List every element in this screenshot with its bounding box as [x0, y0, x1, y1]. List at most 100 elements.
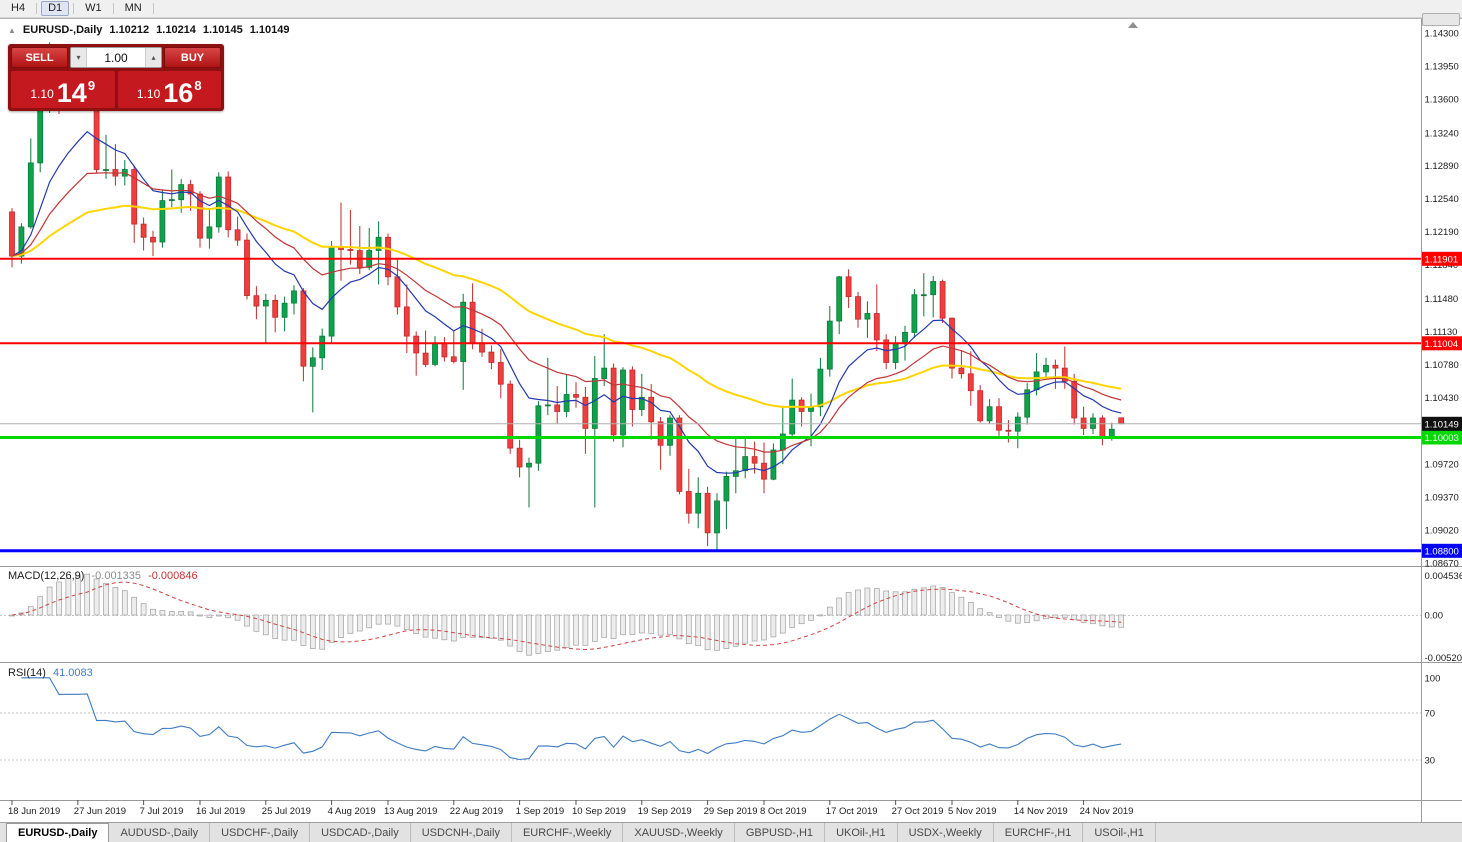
- timeframe-button-w1[interactable]: W1: [78, 1, 109, 16]
- price-axis-label: 1.10780: [1425, 360, 1459, 371]
- macd-histogram-bar: [1071, 614, 1078, 621]
- buy-button[interactable]: BUY: [164, 47, 221, 68]
- timeframe-button-d1[interactable]: D1: [41, 1, 70, 16]
- macd-histogram-bar: [544, 614, 551, 652]
- toolbar-separator: [112, 3, 114, 14]
- candle-body: [902, 331, 908, 345]
- toolbar-separator: [152, 3, 154, 14]
- macd-histogram-bar: [751, 614, 758, 642]
- macd-histogram-bar: [356, 614, 363, 632]
- volume-input[interactable]: [87, 48, 145, 67]
- sell-price-main: 1.10: [30, 87, 54, 101]
- rsi-name: RSI(14): [8, 667, 46, 679]
- sell-price-pips: 14: [56, 78, 87, 108]
- macd-histogram-bar: [225, 614, 232, 619]
- chart-tab-usdcad-daily[interactable]: USDCAD-,Daily: [310, 823, 411, 842]
- price-axis-label: 1.09020: [1425, 526, 1459, 537]
- macd-histogram-bar: [1024, 614, 1031, 623]
- time-axis-label: 22 Aug 2019: [450, 806, 503, 817]
- macd-histogram-bar: [300, 614, 307, 646]
- macd-histogram-bar: [808, 614, 814, 621]
- current-price-badge: [1422, 416, 1462, 431]
- macd-histogram-bar: [450, 614, 457, 642]
- chart-tab-xauusd-weekly[interactable]: XAUUSD-,Weekly: [623, 823, 735, 842]
- macd-histogram-bar: [526, 614, 532, 656]
- candle-body: [638, 396, 645, 410]
- chart-tab-usdchf-daily[interactable]: USDCHF-,Daily: [210, 823, 311, 842]
- level-price-badge-text: 1.10003: [1425, 433, 1459, 444]
- chart-tab-usdcnh-daily[interactable]: USDCNH-,Daily: [411, 823, 512, 842]
- chart-tab-ukoil-h1[interactable]: UKOil-,H1: [825, 823, 898, 842]
- candle-body: [629, 369, 636, 410]
- candle-body: [958, 367, 965, 375]
- sell-price-tile[interactable]: 1.10 14 9: [11, 71, 115, 108]
- volume-increase-button[interactable]: ▴: [145, 48, 161, 67]
- macd-histogram-bar: [197, 614, 203, 617]
- candle-body: [244, 239, 250, 297]
- macd-histogram-bar: [601, 614, 608, 638]
- candle-body: [526, 462, 532, 468]
- buy-price-tile[interactable]: 1.10 16 8: [117, 71, 221, 108]
- macd-histogram-bar: [573, 614, 579, 646]
- macd-histogram-bar: [441, 614, 448, 641]
- candle-body: [798, 399, 805, 412]
- candle-body: [197, 193, 203, 239]
- chart-tab-eurchf-h1[interactable]: EURCHF-,H1: [994, 823, 1084, 842]
- candle-body: [168, 199, 175, 202]
- macd-histogram-bar: [347, 614, 354, 634]
- macd-histogram-bar: [46, 586, 53, 616]
- chart-tab-gbpusd-h1[interactable]: GBPUSD-,H1: [735, 823, 826, 842]
- macd-histogram-bar: [695, 614, 702, 647]
- macd-histogram-bar: [413, 614, 420, 634]
- candle-body: [892, 343, 899, 363]
- macd-histogram-bar: [892, 591, 899, 616]
- macd-histogram-bar: [366, 614, 373, 629]
- candle-body: [272, 299, 279, 318]
- chart-tab-eurusd-daily[interactable]: EURUSD-,Daily: [6, 823, 110, 842]
- buy-price-point: 8: [194, 78, 202, 93]
- candle-body: [591, 378, 598, 429]
- candle-body: [864, 313, 871, 320]
- candle-body: [469, 301, 476, 344]
- timeframe-button-h4[interactable]: H4: [4, 1, 32, 16]
- candle-body: [582, 396, 589, 429]
- macd-histogram-bar: [789, 614, 796, 628]
- time-axis-label: 29 Sep 2019: [704, 806, 758, 817]
- macd-histogram-bar: [84, 573, 91, 616]
- macd-histogram-bar: [770, 614, 777, 638]
- sell-button[interactable]: SELL: [11, 47, 68, 68]
- one-click-trading-toggle-icon[interactable]: ▲: [8, 25, 16, 35]
- macd-histogram-bar: [1014, 614, 1021, 624]
- candle-body: [695, 492, 702, 514]
- candle-body: [911, 294, 918, 333]
- candle-body: [573, 394, 579, 398]
- macd-name: MACD(12,26,9): [8, 570, 85, 582]
- candle-body: [1108, 428, 1115, 438]
- volume-decrease-button[interactable]: ▾: [71, 48, 87, 67]
- candle-body: [300, 290, 307, 367]
- chart-tab-usoil-h1[interactable]: USOil-,H1: [1083, 823, 1156, 842]
- time-axis-label: 19 Sep 2019: [638, 806, 692, 817]
- moving-average-line-20: [11, 172, 1122, 453]
- candle-body: [732, 470, 739, 477]
- candle-body: [667, 417, 673, 446]
- macd-histogram-bar: [902, 591, 908, 616]
- timeframe-button-mn[interactable]: MN: [118, 1, 149, 16]
- current-price-badge-text: 1.10149: [1425, 419, 1459, 430]
- chart-tab-usdx-weekly[interactable]: USDX-,Weekly: [898, 823, 994, 842]
- chart-tab-eurchf-weekly[interactable]: EURCHF-,Weekly: [512, 823, 624, 842]
- price-chart-canvas[interactable]: 1.14300 1.13950 1.13600 1.13240 1.12890 1.125…: [0, 18, 1462, 822]
- candle-body: [1005, 429, 1012, 432]
- macd-histogram-bar: [309, 614, 316, 649]
- macd-axis-label: 0.00: [1425, 611, 1444, 622]
- candle-body: [704, 492, 711, 534]
- macd-histogram-bar: [168, 611, 175, 616]
- candle-body: [742, 456, 749, 472]
- candle-body: [1080, 417, 1087, 429]
- chart-shift-marker[interactable]: [1128, 22, 1138, 28]
- candle-body: [319, 335, 326, 359]
- candle-body: [1024, 389, 1031, 418]
- candle-body: [103, 169, 109, 171]
- chart-tab-audusd-daily[interactable]: AUDUSD-,Daily: [109, 823, 211, 842]
- candle-body: [873, 313, 880, 341]
